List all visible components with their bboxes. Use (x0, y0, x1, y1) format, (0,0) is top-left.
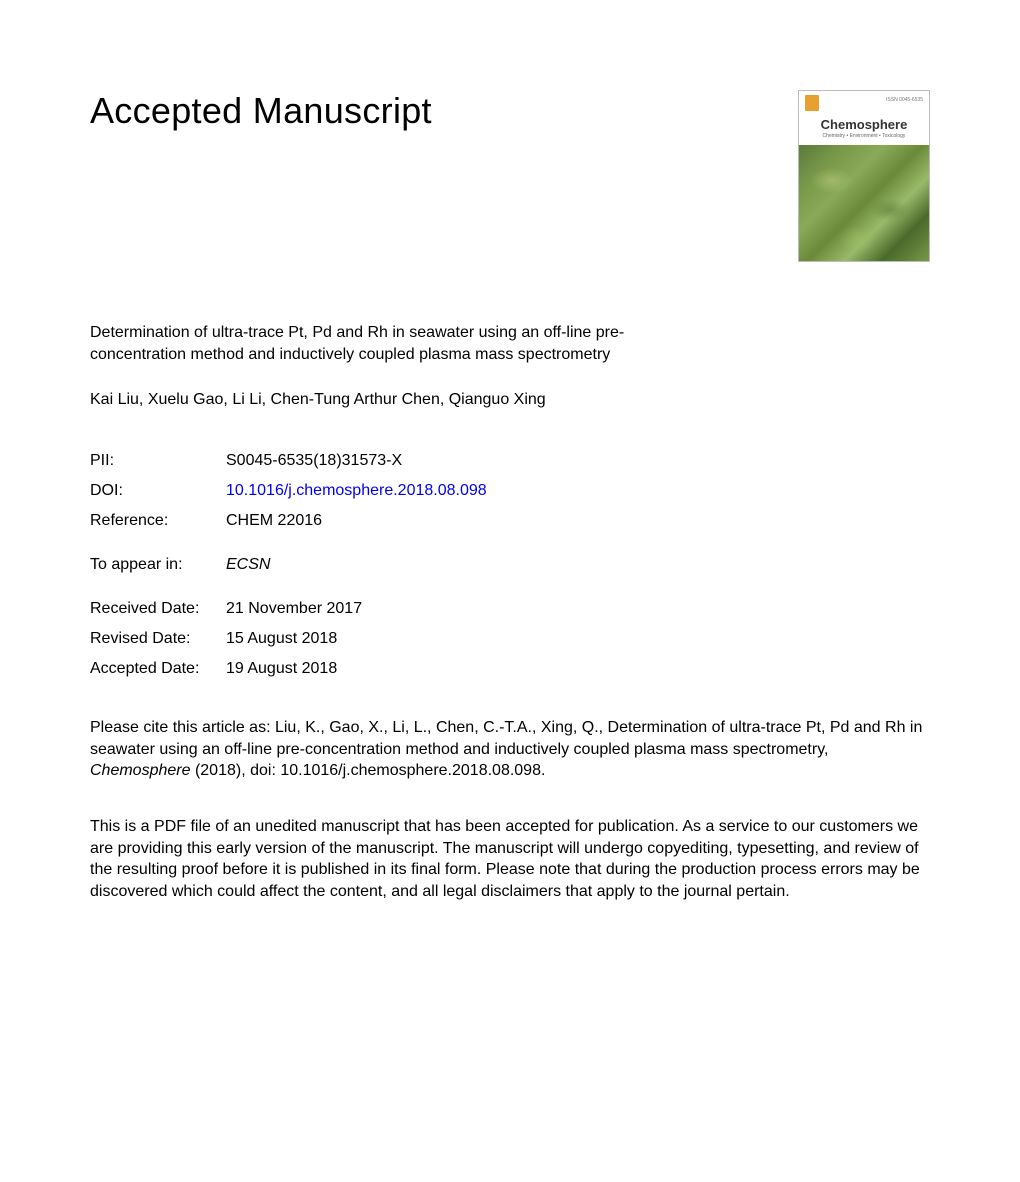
meta-row-appear: To appear in: ECSN (90, 557, 930, 573)
meta-label-reference: Reference: (90, 513, 226, 529)
meta-value-received: 21 November 2017 (226, 601, 362, 617)
meta-label-revised: Revised Date: (90, 631, 226, 647)
page-title: Accepted Manuscript (90, 90, 432, 132)
meta-value-accepted: 19 August 2018 (226, 661, 337, 677)
journal-cover: ISSN 0045-6535 Chemosphere Chemistry • E… (798, 90, 930, 262)
meta-value-doi[interactable]: 10.1016/j.chemosphere.2018.08.098 (226, 483, 487, 499)
metadata-table: PII: S0045-6535(18)31573-X DOI: 10.1016/… (90, 453, 930, 677)
meta-row-received: Received Date: 21 November 2017 (90, 601, 930, 617)
meta-row-doi: DOI: 10.1016/j.chemosphere.2018.08.098 (90, 483, 930, 499)
meta-label-accepted: Accepted Date: (90, 661, 226, 677)
manuscript-page: Accepted Manuscript ISSN 0045-6535 Chemo… (0, 0, 1020, 902)
meta-value-revised: 15 August 2018 (226, 631, 337, 647)
meta-label-received: Received Date: (90, 601, 226, 617)
meta-label-doi: DOI: (90, 483, 226, 499)
citation-suffix: (2018), doi: 10.1016/j.chemosphere.2018.… (191, 762, 546, 779)
citation-prefix: Please cite this article as: Liu, K., Ga… (90, 719, 922, 758)
meta-value-reference: CHEM 22016 (226, 513, 322, 529)
header-row: Accepted Manuscript ISSN 0045-6535 Chemo… (90, 90, 930, 262)
meta-row-accepted: Accepted Date: 19 August 2018 (90, 661, 930, 677)
article-title: Determination of ultra-trace Pt, Pd and … (90, 322, 710, 365)
meta-value-pii: S0045-6535(18)31573-X (226, 453, 402, 469)
citation-text: Please cite this article as: Liu, K., Ga… (90, 717, 930, 782)
cover-issn: ISSN 0045-6535 (886, 97, 923, 103)
cover-subtitle: Chemistry • Environment • Toxicology (799, 133, 929, 139)
disclaimer-text: This is a PDF file of an unedited manusc… (90, 816, 930, 902)
cover-header: ISSN 0045-6535 Chemosphere Chemistry • E… (799, 91, 929, 145)
publisher-logo-icon (805, 95, 819, 111)
meta-label-appear: To appear in: (90, 557, 226, 573)
cover-artwork (799, 145, 929, 262)
meta-row-reference: Reference: CHEM 22016 (90, 513, 930, 529)
meta-value-appear: ECSN (226, 557, 270, 573)
meta-row-revised: Revised Date: 15 August 2018 (90, 631, 930, 647)
cover-journal-title: Chemosphere (799, 117, 929, 132)
article-authors: Kai Liu, Xuelu Gao, Li Li, Chen-Tung Art… (90, 391, 930, 409)
meta-row-pii: PII: S0045-6535(18)31573-X (90, 453, 930, 469)
citation-journal: Chemosphere (90, 762, 191, 779)
meta-label-pii: PII: (90, 453, 226, 469)
